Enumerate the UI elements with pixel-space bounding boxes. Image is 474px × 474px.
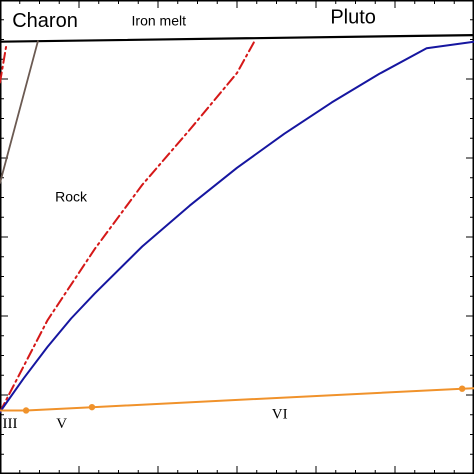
annotation-group: Charon Iron melt Pluto Rock III V VI [2,7,375,432]
annotation-label: Rock [55,188,88,204]
data-point-marker [22,407,30,414]
series-line-1 [0,40,39,184]
data-point-marker [88,403,96,411]
series-line-3 [0,40,256,413]
series-group [0,33,474,413]
series-line-4 [0,40,474,413]
marker-group [22,385,466,414]
annotation-label: Iron melt [132,13,187,29]
data-point-marker [458,385,466,392]
annotation-label: VI [272,407,288,423]
series-line-0 [0,33,474,43]
annotation-label: III [2,416,17,432]
annotation-label: V [56,416,67,432]
series-line-5 [0,387,474,412]
annotation-label: Pluto [330,7,376,29]
series-line-2 [0,45,8,84]
annotation-label: Charon [12,10,78,32]
